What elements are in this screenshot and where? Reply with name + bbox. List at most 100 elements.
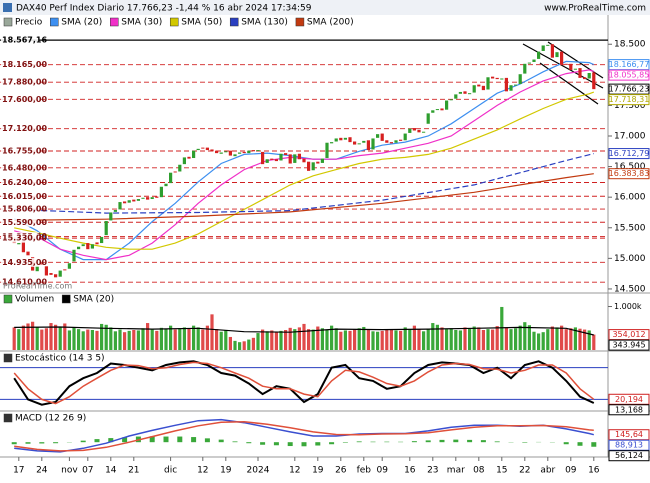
level-label: 16.480,00: [2, 163, 47, 172]
candle: [422, 131, 426, 133]
candle: [380, 133, 384, 141]
candle: [109, 212, 113, 221]
volume-bar: [417, 329, 421, 350]
indicator-line: [14, 153, 594, 214]
panel: [11, 418, 597, 453]
candle: [366, 140, 370, 151]
candle: [136, 199, 140, 201]
legend-label: Volumen: [15, 295, 54, 305]
level-label-bg: [1, 233, 39, 243]
legend-swatch: [3, 17, 13, 27]
value-box: [608, 168, 650, 180]
volume-bar: [95, 330, 99, 350]
histogram-bar: [315, 442, 321, 446]
candle: [182, 157, 186, 165]
level-label: 15.590,00: [2, 218, 47, 227]
histogram-bar: [218, 439, 224, 443]
volume-bar: [192, 325, 196, 350]
level-label: 17.880,00: [2, 78, 47, 87]
x-tick-label: 14: [105, 466, 117, 476]
y-tick-label: 1.000k: [614, 302, 642, 311]
candle: [320, 158, 324, 163]
x-tick-label: 19: [312, 466, 324, 476]
volume-bar: [72, 327, 76, 350]
volume-bar: [472, 326, 476, 350]
candle: [564, 63, 568, 65]
histogram-bar: [467, 439, 473, 443]
volume-bar: [150, 329, 154, 350]
y-tick-label: 17.000: [614, 132, 646, 142]
level-label-bg: [1, 177, 39, 187]
candle: [196, 148, 200, 151]
volume-bar: [348, 330, 352, 350]
candle: [316, 161, 320, 164]
header-site: www.ProRealTime.com: [544, 4, 646, 14]
value-box-label: 13,168: [615, 405, 643, 414]
candle: [583, 77, 587, 80]
candle: [477, 84, 481, 87]
histogram-bar: [94, 439, 100, 443]
candle: [472, 85, 476, 93]
volume-bar: [376, 331, 380, 350]
x-tick-label: 08: [473, 466, 485, 476]
histogram-bar: [177, 436, 183, 443]
volume-bar: [316, 326, 320, 350]
candle: [514, 84, 518, 86]
candle: [123, 201, 127, 204]
header-title: DAX40 Perf Index Diario 17.766,23 -1,44 …: [16, 4, 312, 14]
candle: [481, 85, 485, 91]
x-tick-label: 12: [289, 466, 300, 476]
candle: [210, 149, 214, 152]
x-tick-label: nov: [61, 466, 78, 476]
candle: [146, 197, 150, 200]
header-bar: [0, 0, 650, 15]
volume-bar: [431, 323, 435, 350]
histogram-bar: [591, 442, 597, 447]
candle: [550, 44, 554, 58]
volume-bar: [251, 337, 255, 350]
candle: [435, 109, 439, 111]
trend-line: [522, 43, 604, 89]
volume-bar: [118, 329, 122, 350]
candle: [573, 68, 577, 70]
volume-bar: [495, 326, 499, 350]
histogram-bar: [149, 436, 155, 443]
volume-bar: [403, 327, 407, 350]
legend-label: SMA (20): [73, 295, 114, 305]
volume-bar: [445, 329, 449, 350]
legend-swatch: [3, 413, 13, 423]
level-label: 15.806,00: [2, 205, 47, 214]
legend-swatch: [50, 17, 59, 27]
candle: [178, 164, 182, 172]
histogram-bar: [246, 442, 252, 444]
volume-bar: [422, 331, 426, 350]
level-label-bg: [1, 163, 39, 173]
volume-bar: [362, 326, 366, 350]
volume-bar: [90, 330, 94, 350]
x-tick-label: 12: [197, 466, 208, 476]
candle: [127, 200, 131, 203]
volume-bar: [311, 329, 315, 350]
candle: [449, 99, 453, 101]
candle: [159, 186, 163, 198]
level-label: 18.567,16: [2, 36, 47, 45]
histogram-bar: [204, 438, 210, 443]
volume-bar: [159, 327, 163, 350]
volume-bar: [100, 323, 104, 350]
candle: [569, 63, 573, 70]
histogram-bar: [480, 440, 486, 443]
volume-bar: [412, 325, 416, 350]
volume-bar: [77, 329, 81, 350]
volume-bar: [592, 334, 596, 350]
candle: [330, 142, 334, 144]
level-label: 14.935,00: [2, 258, 47, 267]
level-label-bg: [1, 191, 39, 201]
candle: [523, 63, 527, 74]
candle: [376, 134, 380, 138]
volume-bar: [307, 329, 311, 350]
value-box-label: 56,124: [615, 451, 643, 460]
level-label-bg: [1, 124, 39, 134]
legend-swatch: [110, 17, 119, 27]
candle: [113, 210, 117, 212]
volume-bar: [288, 327, 292, 350]
